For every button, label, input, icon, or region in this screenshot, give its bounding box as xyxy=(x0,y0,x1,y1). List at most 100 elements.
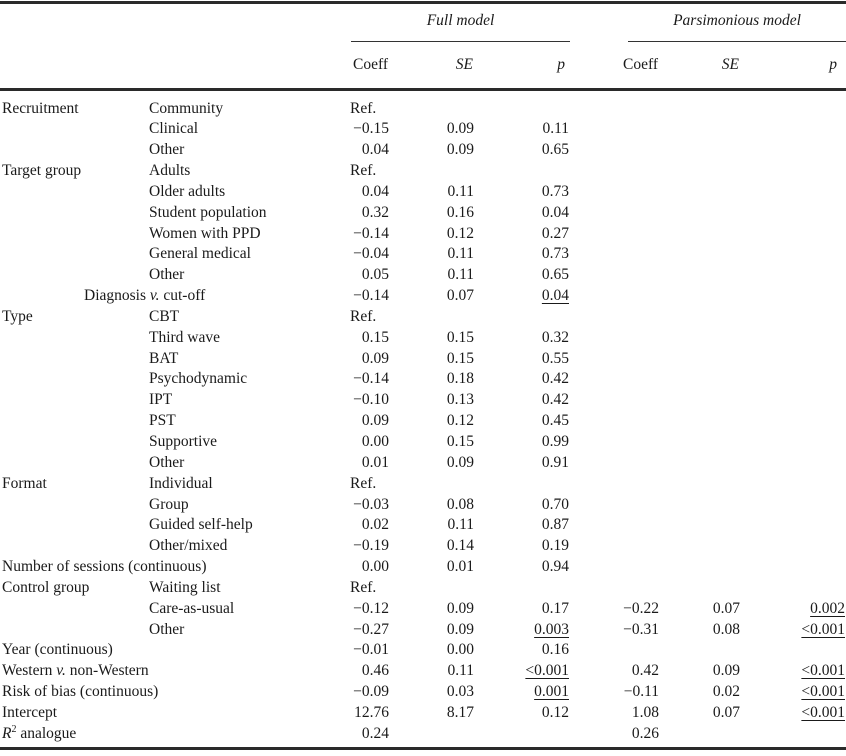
full-p-value: 0.32 xyxy=(541,328,569,346)
full-coeff-value: −0.03 xyxy=(353,495,389,513)
pars-se-cell xyxy=(659,203,741,224)
pars-coeff-value: 0.42 xyxy=(631,662,659,680)
pars-se-cell xyxy=(659,557,741,578)
full-se-cell xyxy=(392,307,475,328)
parsimonious-coeff-header: Coeff xyxy=(622,56,658,73)
pars-p-cell xyxy=(741,328,846,349)
pars-coeff-cell xyxy=(570,536,659,557)
full-se-cell: 0.11 xyxy=(392,265,475,286)
row-label-cell: Risk of bias (continuous) xyxy=(0,682,345,703)
full-se-value: 0.16 xyxy=(446,203,474,221)
pars-coeff-cell xyxy=(570,265,659,286)
full-coeff-value: Ref. xyxy=(350,474,377,492)
row-label-cell: Other/mixed xyxy=(0,536,345,557)
full-se-value: 0.11 xyxy=(447,182,474,200)
full-p-cell: 0.27 xyxy=(475,224,570,245)
row-subcategory-label: Other/mixed xyxy=(149,537,228,555)
pars-p-cell xyxy=(741,515,846,536)
pars-coeff-cell xyxy=(570,140,659,161)
full-p-value: 0.12 xyxy=(541,703,569,721)
full-p-cell: 0.45 xyxy=(475,411,570,432)
table-row: Care-as-usual −0.12 0.09 0.17 −0.22 0.07 0.002 xyxy=(0,599,846,620)
full-p-cell: 0.19 xyxy=(475,536,570,557)
full-se-value: 0.11 xyxy=(447,245,474,263)
table-row: R2 analogue 0.24 0.26 xyxy=(0,724,846,745)
pars-se-cell xyxy=(659,640,741,661)
pars-se-value: 0.02 xyxy=(712,683,740,701)
full-p-cell: 0.17 xyxy=(475,599,570,620)
full-se-cell: 0.08 xyxy=(392,495,475,516)
row-label-cell: Format Individual xyxy=(0,474,345,495)
pars-p-value: <0.001 xyxy=(801,683,845,701)
pars-coeff-cell xyxy=(570,182,659,203)
full-coeff-cell: −0.01 xyxy=(345,640,392,661)
full-se-cell xyxy=(392,578,475,599)
pars-coeff-cell xyxy=(570,99,659,120)
full-p-value: 0.45 xyxy=(541,412,569,430)
full-p-value: 0.91 xyxy=(541,453,569,471)
pars-coeff-cell xyxy=(570,244,659,265)
full-p-value: 0.16 xyxy=(541,641,569,659)
table-row: Other 0.01 0.09 0.91 xyxy=(0,453,846,474)
full-se-value: 0.15 xyxy=(446,433,474,450)
full-se-cell: 0.01 xyxy=(392,557,475,578)
row-subcategory-label: Waiting list xyxy=(149,578,221,596)
full-p-cell: 0.04 xyxy=(475,286,570,307)
pars-p-cell xyxy=(741,244,846,265)
row-label-cell: Third wave xyxy=(0,328,345,349)
full-p-cell xyxy=(475,307,570,328)
table-body: Recruitment Community Ref. Clinical −0.15 0.0… xyxy=(0,91,846,745)
full-model-header: Full model xyxy=(351,4,570,42)
pars-coeff-cell xyxy=(570,453,659,474)
pars-coeff-value: −0.22 xyxy=(623,599,659,617)
pars-p-value: 0.002 xyxy=(810,599,845,617)
row-label-cell: Western v. non-Western xyxy=(0,661,345,682)
pars-p-cell xyxy=(741,307,846,328)
full-coeff-header: Coeff xyxy=(352,56,388,73)
header-body-rule xyxy=(0,88,846,91)
pars-coeff-cell xyxy=(570,286,659,307)
pars-coeff-cell xyxy=(570,578,659,599)
row-label-cell: Target group Adults xyxy=(0,161,345,182)
full-se-cell: 0.15 xyxy=(392,349,475,370)
full-p-cell: 0.99 xyxy=(475,432,570,453)
full-coeff-cell: 0.00 xyxy=(345,557,392,578)
full-se-cell: 0.15 xyxy=(392,328,475,349)
pars-se-cell xyxy=(659,349,741,370)
row-label: Number of sessions (continuous) xyxy=(2,558,207,576)
full-p-cell: 0.91 xyxy=(475,453,570,474)
full-p-value: 0.003 xyxy=(534,620,569,638)
full-p-cell: 0.001 xyxy=(475,682,570,703)
full-coeff-value: −0.10 xyxy=(353,391,389,409)
full-se-cell: 0.14 xyxy=(392,536,475,557)
row-label: Intercept xyxy=(2,703,58,721)
pars-coeff-cell: 0.42 xyxy=(570,661,659,682)
full-se-value: 0.11 xyxy=(447,662,474,680)
full-coeff-value: Ref. xyxy=(350,162,377,180)
full-coeff-value: 0.15 xyxy=(361,328,389,346)
row-subcategory-label: General medical xyxy=(149,245,251,263)
table-bottom-rule xyxy=(0,746,846,750)
pars-p-cell xyxy=(741,99,846,120)
full-coeff-cell: 0.15 xyxy=(345,328,392,349)
row-subcategory-label: Group xyxy=(149,495,189,513)
row-label-cell: Control group Waiting list xyxy=(0,578,345,599)
pars-se-cell xyxy=(659,286,741,307)
pars-p-cell xyxy=(741,369,846,390)
full-p-value: 0.65 xyxy=(541,266,569,284)
full-se-value: 0.09 xyxy=(446,620,474,638)
row-label-cell: Other xyxy=(0,453,345,474)
pars-coeff-cell: −0.22 xyxy=(570,599,659,620)
full-se-value: 0.03 xyxy=(446,683,474,701)
pars-se-cell xyxy=(659,411,741,432)
full-coeff-cell: Ref. xyxy=(345,307,392,328)
pars-se-cell xyxy=(659,307,741,328)
pars-p-cell xyxy=(741,724,846,745)
full-p-value: 0.55 xyxy=(541,349,569,367)
row-category-label: Type xyxy=(2,307,33,325)
full-p-cell: 0.94 xyxy=(475,557,570,578)
full-coeff-cell: 0.09 xyxy=(345,411,392,432)
pars-se-value: 0.09 xyxy=(712,662,740,680)
pars-coeff-cell xyxy=(570,640,659,661)
